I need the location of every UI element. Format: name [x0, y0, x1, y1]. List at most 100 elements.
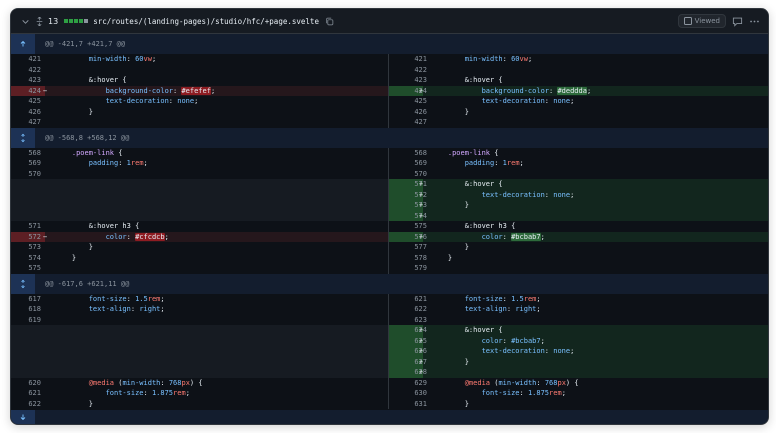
code-token: font-size — [481, 389, 520, 397]
file-path[interactable]: src/routes/(landing-pages)/studio/hfc/+p… — [93, 16, 319, 26]
expand-both-icon[interactable] — [19, 130, 27, 146]
line-number-left[interactable]: 574 — [28, 253, 41, 262]
hunk-header[interactable]: @@ -617,6 +621,11 @@ — [11, 273, 768, 294]
line-number-left[interactable]: 568 — [28, 148, 41, 157]
line-number-right[interactable]: 622 — [414, 305, 427, 313]
expand-up-icon[interactable] — [19, 40, 27, 48]
line-number-right[interactable]: 424 — [414, 86, 427, 95]
split-divider — [388, 252, 389, 263]
code-token: background-color — [481, 86, 550, 95]
line-number-left[interactable]: 569 — [28, 159, 41, 167]
line-number-right[interactable]: 570 — [414, 169, 427, 178]
code-token: ; — [164, 232, 169, 241]
line-number-left[interactable]: 621 — [28, 389, 41, 397]
line-number-right[interactable]: 621 — [414, 294, 427, 303]
code-token: rem — [523, 294, 537, 303]
line-number-right[interactable]: 630 — [414, 389, 427, 397]
code-token: #bcbab7 — [511, 232, 541, 241]
line-number-left[interactable]: 620 — [28, 378, 41, 387]
unfold-icon[interactable] — [35, 16, 44, 26]
split-divider — [388, 263, 389, 274]
line-number-right[interactable]: 576 — [414, 232, 427, 241]
code-token: 768 — [544, 378, 558, 387]
deletion-gutter — [11, 85, 45, 96]
line-number-left[interactable]: 572 — [28, 232, 41, 241]
line-number-left[interactable]: 423 — [28, 76, 41, 84]
line-number-right[interactable]: 579 — [414, 264, 427, 272]
line-number-left[interactable]: 422 — [28, 65, 41, 74]
viewed-checkbox[interactable]: Viewed — [677, 14, 726, 28]
line-number-right[interactable]: 426 — [414, 107, 427, 116]
line-number-left[interactable]: 618 — [28, 305, 41, 313]
code-token: : — [519, 389, 528, 397]
expand-gutter[interactable] — [11, 127, 35, 148]
right-bg — [389, 335, 768, 346]
code-token: text-decoration — [481, 347, 545, 355]
code-token: : — [143, 389, 152, 397]
code-line-right: text-align: right; — [431, 304, 541, 315]
split-divider — [388, 356, 389, 367]
line-number-right[interactable]: 572 — [414, 190, 427, 199]
line-number-left[interactable]: 622 — [28, 399, 41, 408]
line-number-right[interactable]: 571 — [414, 180, 427, 188]
line-number-right[interactable]: 421 — [414, 55, 427, 63]
code-token: } — [55, 243, 93, 251]
kebab-menu-icon[interactable] — [749, 16, 760, 27]
line-number-right[interactable]: 628 — [414, 368, 427, 376]
diff-row: 570 570 — [11, 168, 768, 179]
line-number-right[interactable]: 425 — [414, 97, 427, 105]
addition-gutter — [389, 346, 423, 357]
line-number-right[interactable]: 568 — [414, 148, 427, 157]
expand-gutter[interactable] — [11, 34, 35, 54]
code-token — [55, 149, 72, 157]
line-number-right[interactable]: 625 — [414, 336, 427, 345]
expand-down-row[interactable] — [11, 410, 768, 424]
expand-gutter[interactable] — [11, 273, 35, 294]
copy-icon[interactable] — [325, 17, 334, 26]
expand-gutter[interactable] — [11, 410, 35, 424]
hunk-range: @@ -421,7 +421,7 @@ — [45, 40, 126, 48]
expand-down-icon[interactable] — [19, 413, 27, 421]
code-token: : — [126, 294, 136, 303]
line-number-right[interactable]: 423 — [414, 76, 427, 84]
checkbox-icon — [683, 17, 692, 25]
line-number-right[interactable]: 624 — [414, 326, 427, 334]
line-number-left[interactable]: 427 — [28, 118, 41, 126]
line-number-left[interactable]: 570 — [28, 169, 41, 178]
line-number-left[interactable]: 426 — [28, 107, 41, 116]
code-token: : — [536, 378, 545, 387]
line-number-right[interactable]: 575 — [414, 222, 427, 230]
code-token — [55, 159, 89, 167]
code-token: color — [481, 232, 503, 241]
line-number-left[interactable]: 424 — [28, 86, 41, 95]
line-number-right[interactable]: 629 — [414, 378, 427, 387]
line-number-right[interactable]: 631 — [414, 399, 427, 408]
code-token: rem — [506, 159, 520, 167]
hunk-header[interactable]: @@ -421,7 +421,7 @@ — [11, 34, 768, 54]
line-number-right[interactable]: 626 — [414, 347, 427, 355]
line-number-right[interactable]: 577 — [414, 243, 427, 251]
code-token: font-size — [105, 389, 144, 397]
code-token: &:hover { — [55, 76, 127, 84]
line-number-left[interactable]: 571 — [28, 222, 41, 230]
line-number-right[interactable]: 623 — [414, 315, 427, 324]
line-number-right[interactable]: 578 — [414, 253, 427, 262]
line-number-right[interactable]: 427 — [414, 118, 427, 126]
line-number-left[interactable]: 617 — [28, 294, 41, 303]
line-number-left[interactable]: 575 — [28, 264, 41, 272]
line-number-left[interactable]: 421 — [28, 55, 41, 63]
split-diff-view: @@ -421,7 +421,7 @@ 421 421 min-width: 60v… — [11, 34, 768, 424]
line-number-left[interactable]: 619 — [28, 315, 41, 324]
line-number-right[interactable]: 627 — [414, 357, 427, 366]
chevron-down-icon[interactable] — [21, 17, 30, 26]
comment-icon[interactable] — [732, 16, 743, 27]
line-number-right[interactable]: 422 — [414, 65, 427, 74]
line-number-left[interactable]: 425 — [28, 97, 41, 105]
line-number-left[interactable]: 573 — [28, 243, 41, 251]
line-number-right[interactable]: 574 — [414, 211, 427, 220]
expand-both-icon[interactable] — [19, 276, 27, 292]
line-number-right[interactable]: 573 — [414, 201, 427, 209]
diff-row: 427 427 — [11, 117, 768, 128]
hunk-header[interactable]: @@ -568,8 +568,12 @@ — [11, 127, 768, 148]
line-number-right[interactable]: 569 — [414, 159, 427, 167]
